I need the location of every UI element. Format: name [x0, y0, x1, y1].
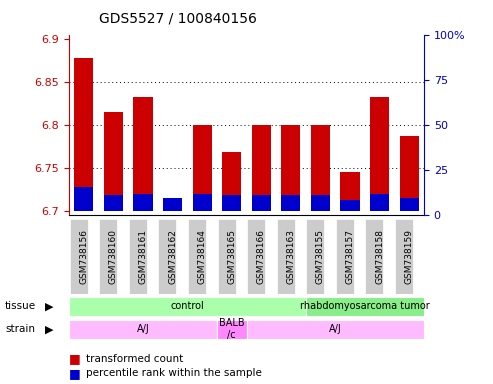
- FancyBboxPatch shape: [188, 219, 206, 294]
- Bar: [222, 152, 242, 211]
- Text: BALB
/c: BALB /c: [219, 318, 245, 340]
- Bar: [133, 97, 153, 211]
- Text: transformed count: transformed count: [86, 354, 183, 364]
- Bar: [222, 195, 242, 211]
- Bar: [74, 187, 94, 211]
- Bar: [306, 297, 424, 316]
- Text: ■: ■: [69, 353, 81, 366]
- Text: GSM738160: GSM738160: [109, 229, 118, 284]
- Bar: [217, 320, 246, 339]
- Text: ▶: ▶: [45, 301, 54, 311]
- FancyBboxPatch shape: [129, 219, 147, 294]
- Text: A/J: A/J: [137, 324, 149, 334]
- Bar: [252, 195, 271, 211]
- Text: strain: strain: [5, 324, 35, 334]
- Bar: [246, 320, 424, 339]
- Bar: [341, 200, 360, 211]
- Text: GSM738164: GSM738164: [198, 229, 207, 284]
- FancyBboxPatch shape: [365, 219, 384, 294]
- Bar: [104, 112, 123, 211]
- Bar: [69, 320, 217, 339]
- Bar: [281, 195, 301, 211]
- FancyBboxPatch shape: [70, 219, 88, 294]
- Text: GSM738156: GSM738156: [79, 229, 88, 284]
- Bar: [341, 172, 360, 211]
- Text: GSM738159: GSM738159: [405, 229, 414, 284]
- Text: GSM738162: GSM738162: [168, 229, 177, 284]
- FancyBboxPatch shape: [306, 219, 324, 294]
- Bar: [252, 125, 271, 211]
- Bar: [192, 194, 212, 211]
- Text: A/J: A/J: [329, 324, 342, 334]
- Text: rhabdomyosarcoma tumor: rhabdomyosarcoma tumor: [300, 301, 430, 311]
- Text: control: control: [171, 301, 204, 311]
- Bar: [133, 194, 153, 211]
- FancyBboxPatch shape: [395, 219, 413, 294]
- Bar: [192, 125, 212, 211]
- Text: ■: ■: [69, 367, 81, 380]
- Text: GSM738166: GSM738166: [257, 229, 266, 284]
- Bar: [370, 194, 389, 211]
- Text: GDS5527 / 100840156: GDS5527 / 100840156: [99, 12, 256, 25]
- Bar: [74, 58, 94, 211]
- Bar: [311, 125, 330, 211]
- FancyBboxPatch shape: [99, 219, 117, 294]
- Bar: [400, 136, 419, 211]
- Bar: [281, 125, 301, 211]
- FancyBboxPatch shape: [277, 219, 295, 294]
- Bar: [370, 97, 389, 211]
- Bar: [400, 198, 419, 211]
- Bar: [311, 195, 330, 211]
- Bar: [163, 198, 182, 211]
- FancyBboxPatch shape: [247, 219, 265, 294]
- FancyBboxPatch shape: [336, 219, 354, 294]
- Text: ▶: ▶: [45, 324, 54, 334]
- FancyBboxPatch shape: [217, 219, 236, 294]
- Bar: [104, 195, 123, 211]
- Text: GSM738155: GSM738155: [316, 229, 325, 284]
- Text: GSM738163: GSM738163: [286, 229, 295, 284]
- Text: GSM738161: GSM738161: [139, 229, 147, 284]
- Text: GSM738165: GSM738165: [227, 229, 236, 284]
- Text: percentile rank within the sample: percentile rank within the sample: [86, 368, 262, 378]
- Text: GSM738157: GSM738157: [346, 229, 354, 284]
- FancyBboxPatch shape: [158, 219, 176, 294]
- Text: GSM738158: GSM738158: [375, 229, 384, 284]
- Bar: [69, 297, 306, 316]
- Text: tissue: tissue: [5, 301, 36, 311]
